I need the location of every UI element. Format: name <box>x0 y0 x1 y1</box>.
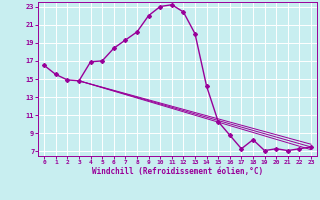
X-axis label: Windchill (Refroidissement éolien,°C): Windchill (Refroidissement éolien,°C) <box>92 167 263 176</box>
